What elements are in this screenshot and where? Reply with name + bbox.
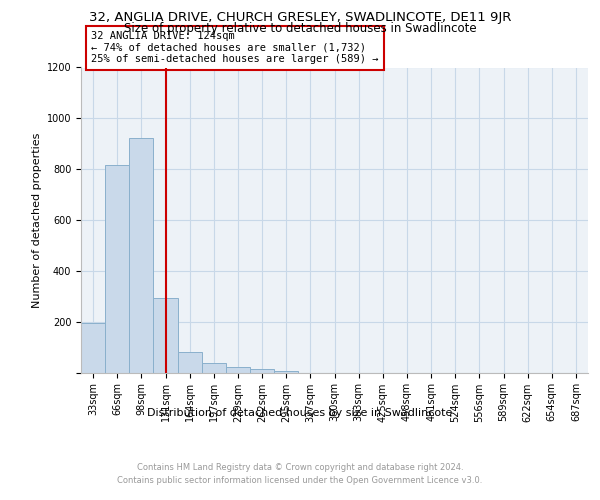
Bar (250, 370, 274, 372)
Bar (202, 363, 226, 372)
Text: Size of property relative to detached houses in Swadlincote: Size of property relative to detached ho… (124, 22, 476, 35)
Bar (274, 371, 298, 372)
Text: Contains public sector information licensed under the Open Government Licence v3: Contains public sector information licen… (118, 476, 482, 485)
Text: 32, ANGLIA DRIVE, CHURCH GRESLEY, SWADLINCOTE, DE11 9JR: 32, ANGLIA DRIVE, CHURCH GRESLEY, SWADLI… (89, 11, 511, 24)
Y-axis label: Number of detached properties: Number of detached properties (32, 132, 43, 308)
Bar (178, 352, 202, 372)
Bar (129, 138, 154, 372)
Text: 32 ANGLIA DRIVE: 124sqm
← 74% of detached houses are smaller (1,732)
25% of semi: 32 ANGLIA DRIVE: 124sqm ← 74% of detache… (91, 31, 379, 64)
Bar (226, 367, 250, 372)
Bar (154, 298, 178, 372)
Text: Contains HM Land Registry data © Crown copyright and database right 2024.: Contains HM Land Registry data © Crown c… (137, 462, 463, 471)
Text: Distribution of detached houses by size in Swadlincote: Distribution of detached houses by size … (148, 408, 452, 418)
Bar (81, 324, 105, 372)
Bar (105, 166, 129, 372)
